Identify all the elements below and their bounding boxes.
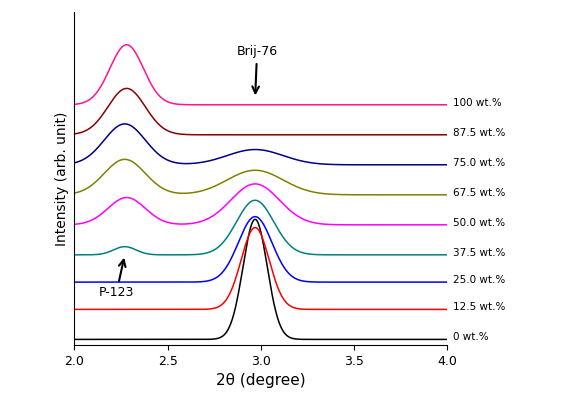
Text: 100 wt.%: 100 wt.% xyxy=(453,97,501,107)
Y-axis label: Intensity (arb. unit): Intensity (arb. unit) xyxy=(55,111,69,246)
Text: 0 wt.%: 0 wt.% xyxy=(453,332,488,342)
Text: P-123: P-123 xyxy=(99,260,134,300)
Text: 12.5 wt.%: 12.5 wt.% xyxy=(453,302,505,312)
Text: 75.0 wt.%: 75.0 wt.% xyxy=(453,158,505,168)
Text: 50.0 wt.%: 50.0 wt.% xyxy=(453,218,505,228)
Text: 25.0 wt.%: 25.0 wt.% xyxy=(453,275,505,285)
Text: 87.5 wt.%: 87.5 wt.% xyxy=(453,128,505,138)
Text: 37.5 wt.%: 37.5 wt.% xyxy=(453,248,505,258)
Text: Brij-76: Brij-76 xyxy=(237,45,278,93)
Text: 67.5 wt.%: 67.5 wt.% xyxy=(453,188,505,198)
X-axis label: 2θ (degree): 2θ (degree) xyxy=(216,373,305,388)
